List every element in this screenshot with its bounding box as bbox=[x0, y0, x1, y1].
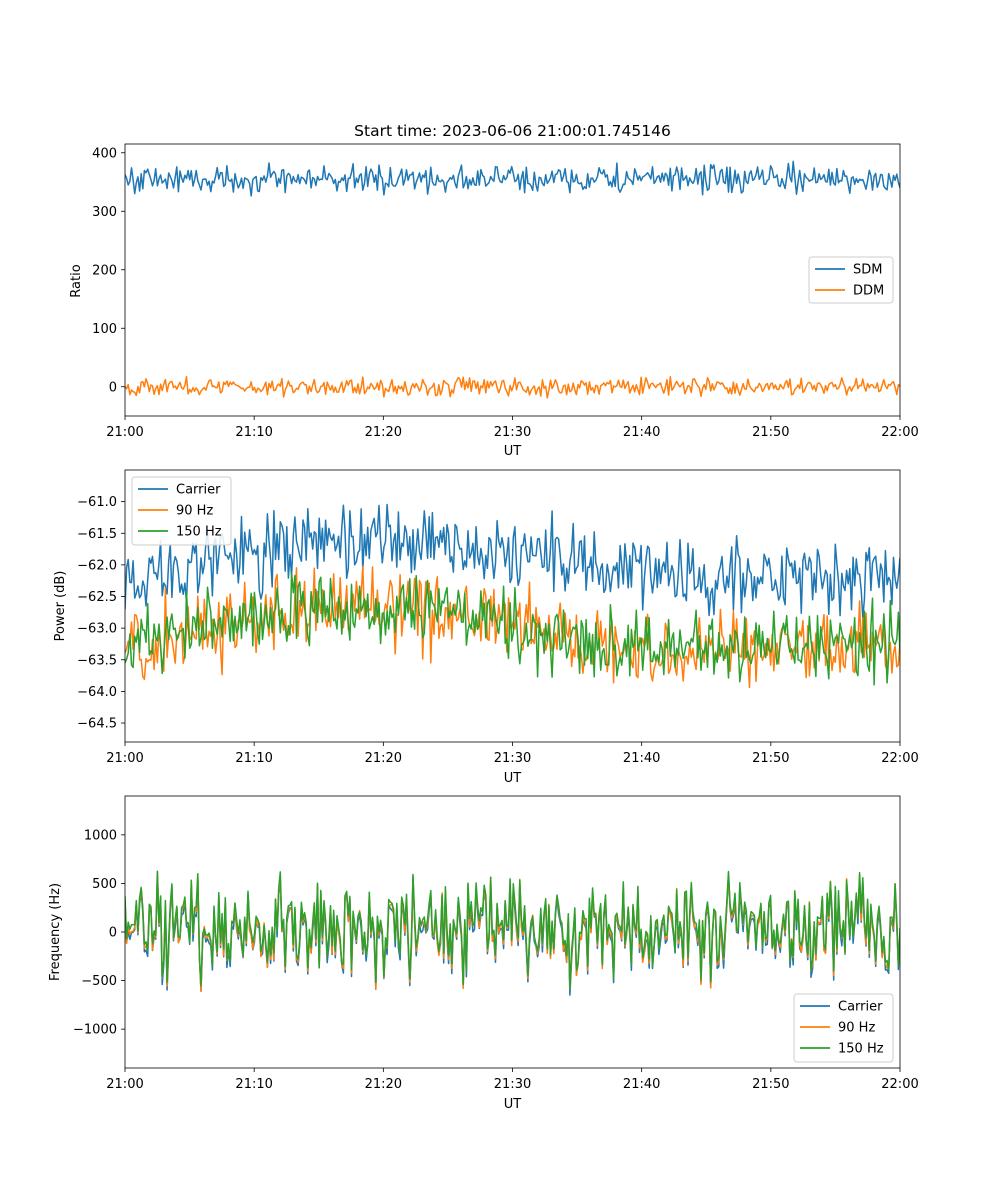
power-x-tick-label: 22:00 bbox=[881, 751, 918, 766]
frequency-y-tick-label: 1000 bbox=[84, 828, 117, 843]
ratio-series-sdm bbox=[125, 160, 900, 197]
frequency-y-tick-label: 0 bbox=[109, 926, 117, 941]
power-x-tick-label: 21:20 bbox=[365, 751, 402, 766]
power-x-tick-label: 21:10 bbox=[235, 751, 272, 766]
frequency-legend-label: Carrier bbox=[838, 1000, 883, 1015]
power-series-150-hz bbox=[125, 571, 900, 686]
ratio-y-tick-label: 300 bbox=[92, 205, 117, 220]
ratio-x-tick-label: 22:00 bbox=[881, 425, 918, 440]
frequency-series-150-hz bbox=[125, 870, 900, 990]
ratio-x-tick-label: 21:50 bbox=[752, 425, 789, 440]
frequency-legend-box bbox=[793, 993, 894, 1063]
frequency-x-tick-label: 21:10 bbox=[235, 1077, 272, 1092]
ratio-x-tick-label: 21:20 bbox=[365, 425, 402, 440]
frequency-x-tick-label: 21:00 bbox=[106, 1077, 143, 1092]
power-y-tick-label: −63.0 bbox=[77, 622, 117, 637]
ratio-y-tick-label: 100 bbox=[92, 322, 117, 337]
ratio-legend: SDM DDM bbox=[808, 256, 894, 304]
ratio-legend-label: DDM bbox=[853, 284, 884, 299]
power-y-axis-label: Power (dB) bbox=[53, 571, 68, 642]
frequency-x-axis-label: UT bbox=[504, 1097, 522, 1112]
ratio-plot-area: 21:00 21:10 21:20 21:30 21:40 21:50 22:00 0 100 2… bbox=[92, 143, 919, 440]
power-legend-label: 90 Hz bbox=[176, 504, 213, 519]
ratio-series-ddm bbox=[125, 375, 900, 399]
power-x-tick-label: 21:30 bbox=[494, 751, 531, 766]
power-y-tick-label: −64.5 bbox=[77, 717, 117, 732]
power-y-tick-label: −61.5 bbox=[77, 527, 117, 542]
power-x-tick-label: 21:00 bbox=[106, 751, 143, 766]
frequency-y-axis-label: Frequency (Hz) bbox=[48, 883, 63, 981]
frequency-x-tick-label: 22:00 bbox=[881, 1077, 918, 1092]
power-series-carrier bbox=[125, 503, 900, 619]
ratio-y-tick-label: 0 bbox=[109, 380, 117, 395]
power-x-tick-label: 21:50 bbox=[752, 751, 789, 766]
ratio-x-tick-label: 21:40 bbox=[623, 425, 660, 440]
power-panel: Power (dB) UT bbox=[53, 571, 521, 786]
frequency-y-tick-label: −500 bbox=[81, 974, 117, 989]
ratio-y-tick-label: 400 bbox=[92, 146, 117, 161]
frequency-legend-label: 90 Hz bbox=[838, 1021, 875, 1036]
frequency-legend-label: 150 Hz bbox=[838, 1042, 884, 1057]
power-legend-label: 150 Hz bbox=[176, 525, 222, 540]
frequency-plot-area: 21:00 21:10 21:20 21:30 21:40 21:50 22:00 −1000… bbox=[73, 795, 919, 1092]
power-y-tick-label: −61.0 bbox=[77, 495, 117, 510]
power-legend: Carrier 90 Hz 150 Hz bbox=[131, 476, 232, 546]
power-x-axis-label: UT bbox=[504, 771, 522, 786]
frequency-x-tick-label: 21:50 bbox=[752, 1077, 789, 1092]
power-y-tick-label: −63.5 bbox=[77, 653, 117, 668]
frequency-y-tick-label: 500 bbox=[92, 877, 117, 892]
ratio-panel: Ratio UT bbox=[69, 264, 521, 459]
power-x-tick-label: 21:40 bbox=[623, 751, 660, 766]
frequency-legend: Carrier 90 Hz 150 Hz bbox=[793, 993, 894, 1063]
chart-title: Start time: 2023-06-06 21:00:01.745146 bbox=[354, 122, 671, 140]
ratio-legend-label: SDM bbox=[853, 263, 882, 278]
frequency-x-tick-label: 21:40 bbox=[623, 1077, 660, 1092]
power-y-tick-label: −64.0 bbox=[77, 685, 117, 700]
ratio-y-tick-label: 200 bbox=[92, 263, 117, 278]
power-plot-area: 21:00 21:10 21:20 21:30 21:40 21:50 22:00 −64.5… bbox=[77, 469, 919, 766]
ratio-y-axis-label: Ratio bbox=[69, 264, 84, 297]
power-y-tick-label: −62.0 bbox=[77, 558, 117, 573]
ratio-x-tick-label: 21:30 bbox=[494, 425, 531, 440]
frequency-y-tick-label: −1000 bbox=[73, 1023, 117, 1038]
power-legend-label: Carrier bbox=[176, 483, 221, 498]
power-y-tick-label: −62.5 bbox=[77, 590, 117, 605]
power-legend-box bbox=[131, 476, 232, 546]
ratio-x-tick-label: 21:00 bbox=[106, 425, 143, 440]
ratio-x-tick-label: 21:10 bbox=[235, 425, 272, 440]
frequency-x-tick-label: 21:30 bbox=[494, 1077, 531, 1092]
ratio-x-axis-label: UT bbox=[504, 444, 522, 459]
frequency-x-tick-label: 21:20 bbox=[365, 1077, 402, 1092]
frequency-panel: Frequency (Hz) UT bbox=[48, 883, 521, 1112]
